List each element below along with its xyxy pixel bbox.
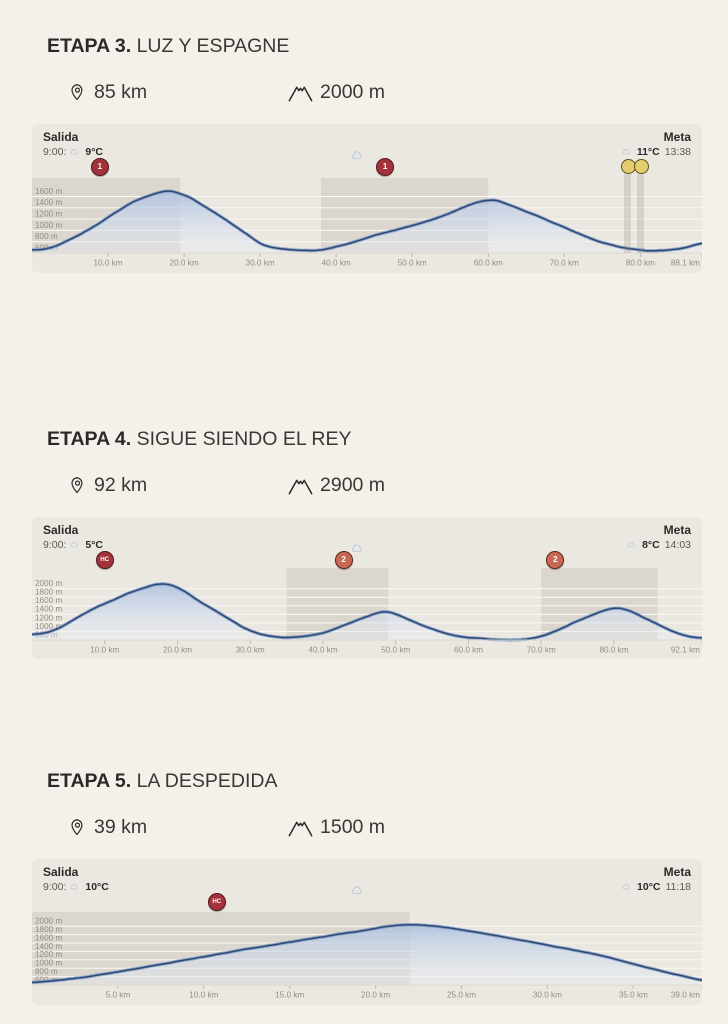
svg-text:20.0 km: 20.0 km	[361, 990, 390, 999]
svg-text:25.0 km: 25.0 km	[447, 990, 476, 999]
svg-text:1200 m: 1200 m	[35, 209, 62, 218]
svg-text:15.0 km: 15.0 km	[275, 990, 304, 999]
svg-text:1400 m: 1400 m	[35, 941, 62, 950]
svg-text:1000 m: 1000 m	[35, 220, 62, 229]
svg-text:5.0 km: 5.0 km	[106, 990, 131, 999]
svg-text:1800 m: 1800 m	[35, 925, 62, 934]
svg-text:92.1 km: 92.1 km	[671, 645, 700, 654]
svg-text:1600 m: 1600 m	[35, 186, 62, 195]
svg-text:50.0 km: 50.0 km	[398, 258, 427, 267]
svg-text:30.0 km: 30.0 km	[533, 990, 562, 999]
svg-text:60.0 km: 60.0 km	[474, 258, 503, 267]
svg-text:10.0 km: 10.0 km	[90, 645, 119, 654]
svg-text:40.0 km: 40.0 km	[308, 645, 337, 654]
svg-text:20.0 km: 20.0 km	[163, 645, 192, 654]
svg-text:800 m: 800 m	[35, 967, 58, 976]
svg-text:1600 m: 1600 m	[35, 933, 62, 942]
svg-text:10.0 km: 10.0 km	[189, 990, 218, 999]
svg-text:1600 m: 1600 m	[35, 596, 62, 605]
svg-text:70.0 km: 70.0 km	[527, 645, 556, 654]
svg-text:800 m: 800 m	[35, 232, 58, 241]
svg-text:60.0 km: 60.0 km	[454, 645, 483, 654]
svg-text:30.0 km: 30.0 km	[236, 645, 265, 654]
svg-text:50.0 km: 50.0 km	[381, 645, 410, 654]
svg-text:88.1 km: 88.1 km	[671, 258, 700, 267]
svg-text:1400 m: 1400 m	[35, 604, 62, 613]
svg-text:30.0 km: 30.0 km	[246, 258, 275, 267]
svg-text:35.0 km: 35.0 km	[619, 990, 648, 999]
svg-text:1000 m: 1000 m	[35, 958, 62, 967]
svg-text:1200 m: 1200 m	[35, 613, 62, 622]
svg-text:1200 m: 1200 m	[35, 950, 62, 959]
svg-text:39.0 km: 39.0 km	[671, 990, 700, 999]
svg-text:1400 m: 1400 m	[35, 198, 62, 207]
svg-text:2000 m: 2000 m	[35, 579, 62, 588]
svg-text:2000 m: 2000 m	[35, 916, 62, 925]
svg-text:10.0 km: 10.0 km	[93, 258, 122, 267]
svg-text:1800 m: 1800 m	[35, 587, 62, 596]
svg-text:40.0 km: 40.0 km	[322, 258, 351, 267]
svg-text:20.0 km: 20.0 km	[170, 258, 199, 267]
svg-text:80.0 km: 80.0 km	[599, 645, 628, 654]
svg-text:70.0 km: 70.0 km	[550, 258, 579, 267]
svg-text:80.0 km: 80.0 km	[626, 258, 655, 267]
